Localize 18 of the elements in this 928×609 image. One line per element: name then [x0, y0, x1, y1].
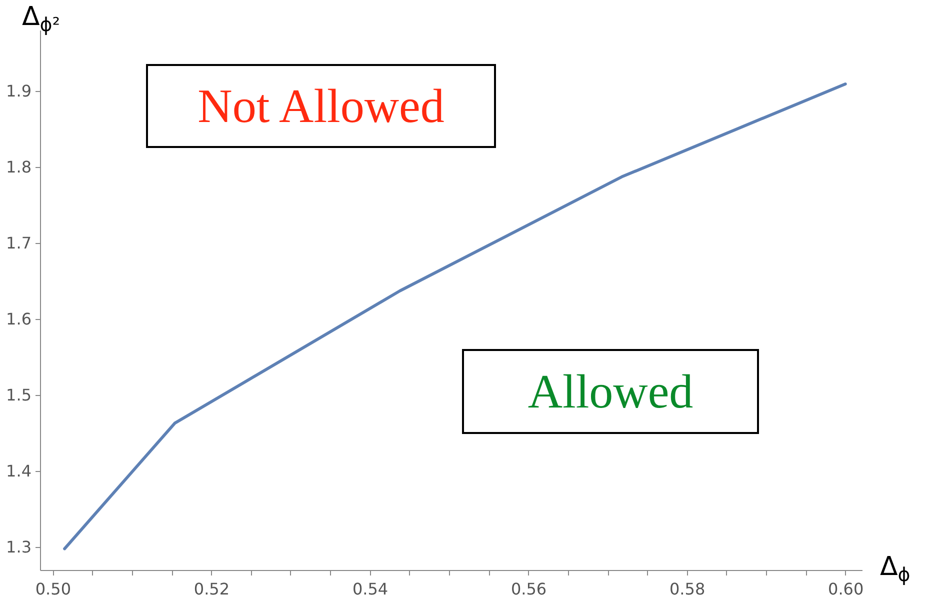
x-tick-label: 0.56: [510, 580, 547, 598]
y-tick-label: 1.3: [6, 538, 32, 557]
line-series: [63, 82, 847, 550]
annotation: Not Allowed: [198, 80, 444, 133]
annotation: Allowed: [528, 366, 694, 418]
x-tick-label: 0.50: [35, 580, 71, 598]
x-axis-title: Δ$_{ϕ}$: [880, 552, 910, 586]
y-tick-label: 1.5: [6, 386, 32, 405]
y-tick-label: 1.7: [6, 233, 32, 252]
x-tick-label: 0.60: [828, 580, 864, 598]
y-axis-title: Δ$_{ϕ²}$: [22, 2, 60, 36]
y-tick-label: 1.4: [6, 462, 32, 481]
y-tick-label: 1.6: [6, 310, 32, 329]
y-tick-label: 1.8: [6, 157, 32, 176]
x-tick-label: 0.52: [194, 580, 230, 598]
x-tick-label: 0.58: [670, 580, 706, 598]
y-tick-label: 1.9: [6, 81, 32, 100]
x-tick-label: 0.54: [352, 580, 388, 598]
